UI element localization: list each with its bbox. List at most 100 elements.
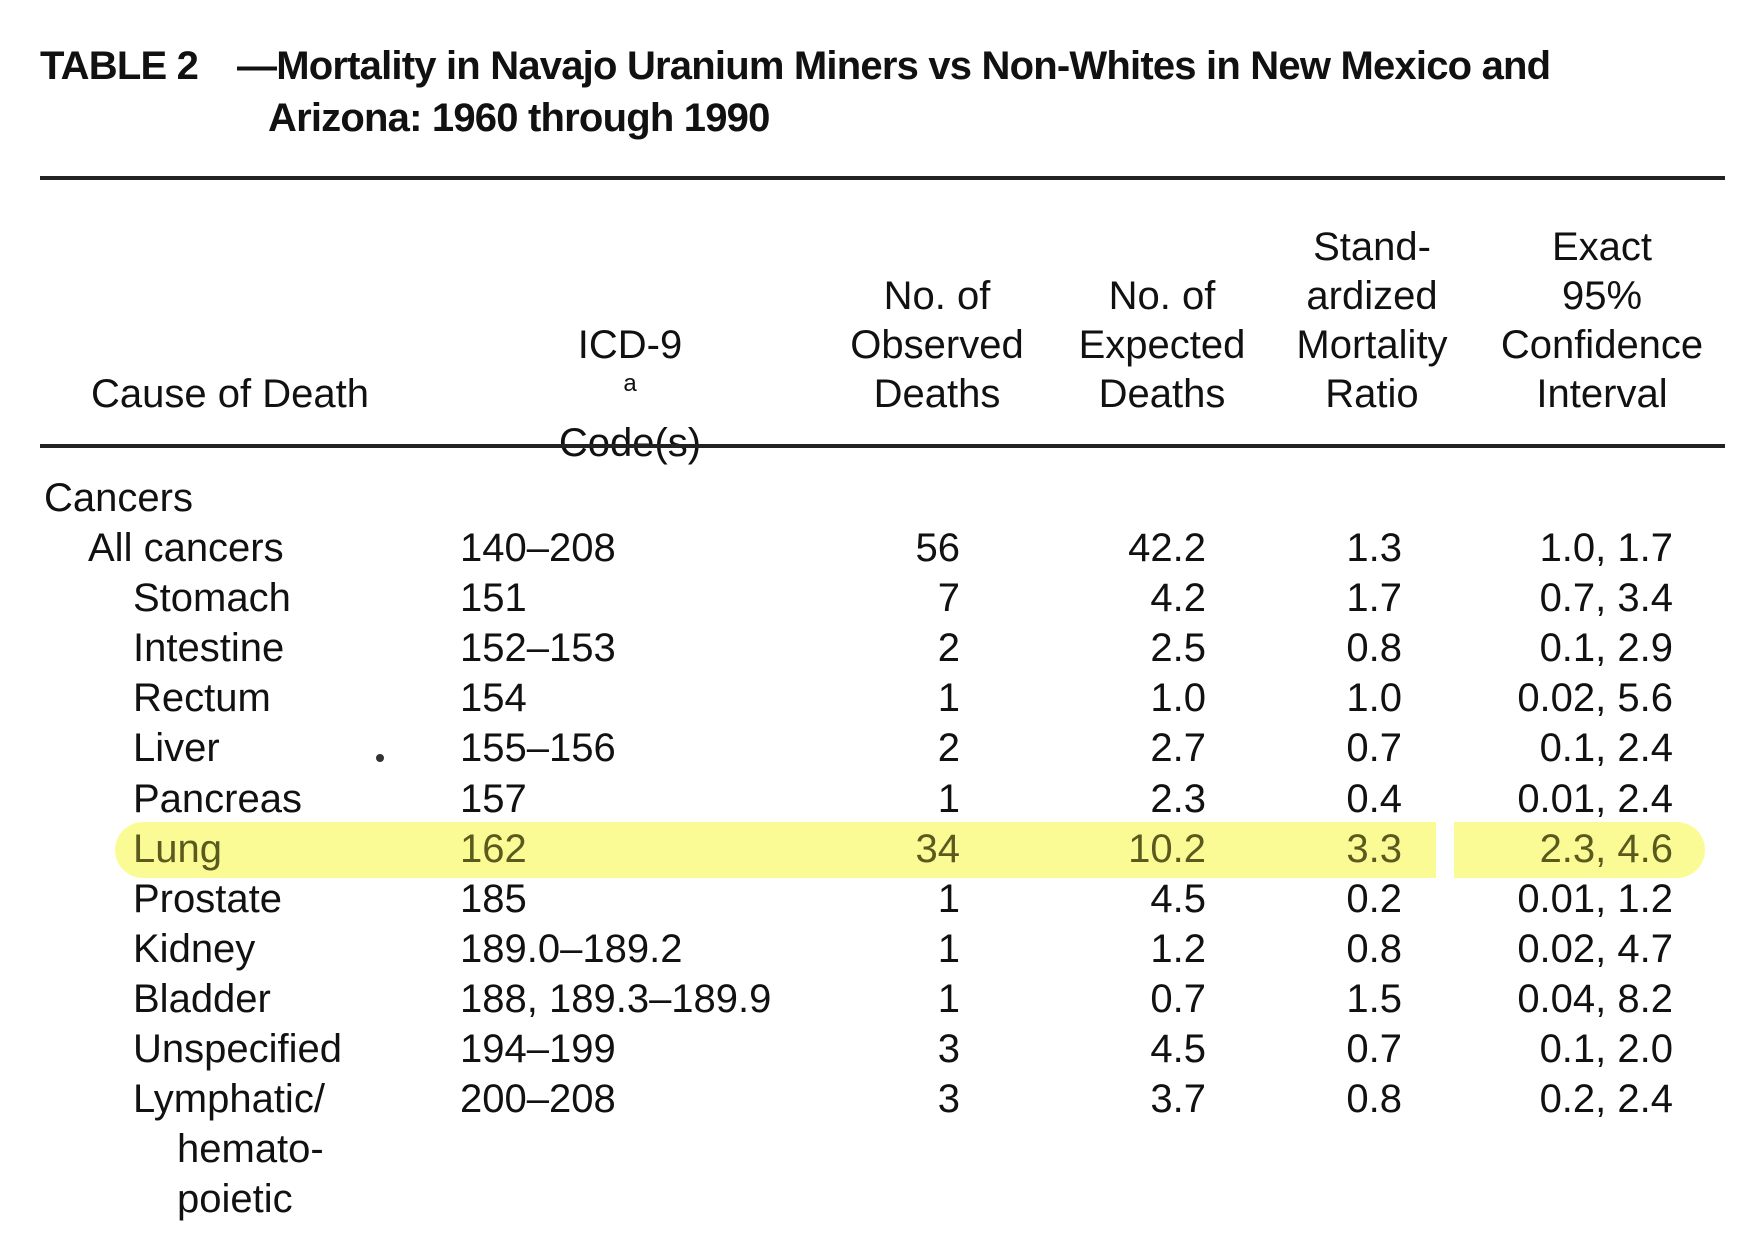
expected-cell: 10.2: [1128, 826, 1206, 871]
table-title-line2: Arizona: 1960 through 1990: [268, 96, 770, 140]
icd-cell: 157: [460, 776, 527, 821]
header-observed-line1: No. of: [883, 274, 991, 318]
observed-cell: 1: [937, 676, 960, 721]
ci-cell: 0.1, 2.0: [1539, 1027, 1673, 1071]
highlighter-mark: [115, 822, 1705, 878]
expected-cell: 3.7: [1150, 1077, 1206, 1122]
header-smr-line3: Mortality: [1296, 323, 1448, 367]
header-expected-line1: No. of: [1108, 274, 1216, 318]
smr-cell: 1.0: [1346, 676, 1402, 721]
header-icd-line1: ICD-9 a: [500, 321, 760, 419]
header-rule: [40, 444, 1725, 448]
observed-cell: 3: [937, 1027, 960, 1071]
smr-cell: 0.8: [1346, 626, 1402, 671]
ci-cell: 0.04, 8.2: [1517, 976, 1673, 1021]
header-ci-line2: 95%: [1561, 274, 1643, 318]
expected-cell: 4.2: [1150, 576, 1206, 621]
cause-cell-continuation: hemato-: [177, 1127, 324, 1172]
header-expected-line3: Deaths: [1098, 372, 1226, 416]
footnote-marker: a: [623, 370, 637, 397]
header-ci-line3: Confidence: [1500, 323, 1704, 367]
cause-cell: Unspecified: [133, 1027, 343, 1071]
header-observed-line2: Observed: [850, 323, 1024, 367]
icd-cell: 152–153: [460, 626, 616, 671]
observed-cell: 2: [937, 626, 960, 671]
smr-cell: 3.3: [1346, 826, 1402, 871]
cause-cell: All cancers: [88, 526, 284, 570]
table-label: TABLE 2: [40, 44, 199, 88]
header-cause-of-death: Cause of Death: [60, 370, 400, 419]
observed-cell: 34: [915, 826, 961, 871]
icd-cell: 155–156: [460, 726, 616, 771]
header-expected-line2: Expected: [1078, 323, 1246, 367]
cause-cell: Stomach: [133, 576, 291, 621]
icd-cell: 162: [460, 826, 527, 871]
observed-cell: 1: [937, 926, 960, 971]
expected-cell: 1.0: [1150, 676, 1206, 721]
expected-cell: 42.2: [1128, 526, 1206, 570]
header-ci-line4: Interval: [1536, 372, 1668, 416]
cause-cell: Pancreas: [133, 776, 302, 821]
cause-cell: Lymphatic/: [133, 1077, 325, 1122]
header-icd-line2: Code(s): [558, 421, 702, 465]
observed-cell: 56: [915, 526, 961, 570]
ci-cell: 0.1, 2.4: [1539, 726, 1673, 771]
ci-cell: 0.02, 5.6: [1517, 676, 1673, 721]
table-title-text1: Mortality in Navajo Uranium Miners vs No…: [276, 44, 1551, 88]
smr-cell: 0.8: [1346, 926, 1402, 971]
icd-cell: 154: [460, 676, 527, 721]
header-ci-line1: Exact: [1551, 225, 1653, 269]
header-smr-line1: Stand-: [1313, 225, 1431, 269]
observed-cell: 3: [937, 1077, 960, 1122]
icd-cell: 185: [460, 876, 527, 921]
header-confidence-interval: Exact 95% Confidence Interval: [1482, 223, 1722, 419]
smr-cell: 0.8: [1346, 1077, 1402, 1122]
smr-cell: 0.7: [1346, 726, 1402, 771]
expected-cell: 2.5: [1150, 626, 1206, 671]
header-expected-deaths: No. of Expected Deaths: [1052, 272, 1272, 419]
expected-cell: 4.5: [1150, 876, 1206, 921]
smr-cell: 0.4: [1346, 776, 1402, 821]
ci-cell: 2.3, 4.6: [1539, 826, 1673, 871]
smr-cell: 0.7: [1346, 1027, 1402, 1071]
cause-cell-continuation: poietic: [177, 1177, 293, 1222]
smr-cell: 1.3: [1346, 526, 1402, 570]
section-heading-cancers: Cancers: [44, 476, 193, 520]
ci-cell: 0.2, 2.4: [1539, 1077, 1673, 1122]
ci-cell: 0.02, 4.7: [1517, 926, 1673, 971]
expected-cell: 4.5: [1150, 1027, 1206, 1071]
top-rule: [40, 176, 1725, 180]
observed-cell: 2: [937, 726, 960, 771]
highlighter-gap: [1436, 822, 1454, 878]
ci-cell: 0.01, 1.2: [1517, 876, 1673, 921]
ci-cell: 0.01, 2.4: [1517, 776, 1673, 821]
cause-cell: Rectum: [133, 676, 271, 721]
expected-cell: 2.3: [1150, 776, 1206, 821]
cause-cell: Bladder: [133, 976, 271, 1021]
header-smr-line4: Ratio: [1325, 372, 1419, 416]
icd-cell: 189.0–189.2: [460, 926, 683, 971]
smr-cell: 0.2: [1346, 876, 1402, 921]
header-icd-text: ICD-9: [577, 323, 683, 367]
header-smr: Stand- ardized Mortality Ratio: [1272, 223, 1472, 419]
ci-cell: 0.7, 3.4: [1539, 576, 1673, 621]
observed-cell: 7: [937, 576, 960, 621]
ci-cell: 0.1, 2.9: [1539, 626, 1673, 671]
cause-cell: Liver: [133, 726, 220, 771]
table-title-line1: —Mortality in Navajo Uranium Miners vs N…: [40, 40, 1720, 92]
icd-cell: 188, 189.3–189.9: [460, 976, 772, 1021]
expected-cell: 2.7: [1150, 726, 1206, 771]
observed-cell: 1: [937, 776, 960, 821]
cause-cell: Lung: [133, 826, 222, 871]
ci-cell: 1.0, 1.7: [1539, 526, 1673, 570]
icd-cell: 194–199: [460, 1027, 616, 1071]
table-caption: TABLE 2 —Mortality in Navajo Uranium Min…: [40, 40, 1720, 144]
header-cause-line: Cause of Death: [91, 372, 369, 416]
cause-cell: Prostate: [133, 876, 282, 921]
smr-cell: 1.5: [1346, 976, 1402, 1021]
header-observed-deaths: No. of Observed Deaths: [822, 272, 1052, 419]
icd-cell: 200–208: [460, 1077, 616, 1122]
print-speck: [376, 754, 384, 762]
expected-cell: 1.2: [1150, 926, 1206, 971]
cause-cell: Kidney: [133, 926, 256, 971]
